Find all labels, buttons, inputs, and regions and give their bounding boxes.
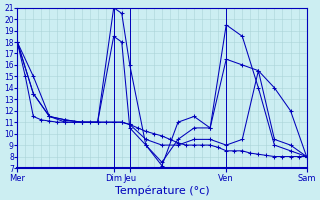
X-axis label: Température (°c): Température (°c) [115, 185, 209, 196]
